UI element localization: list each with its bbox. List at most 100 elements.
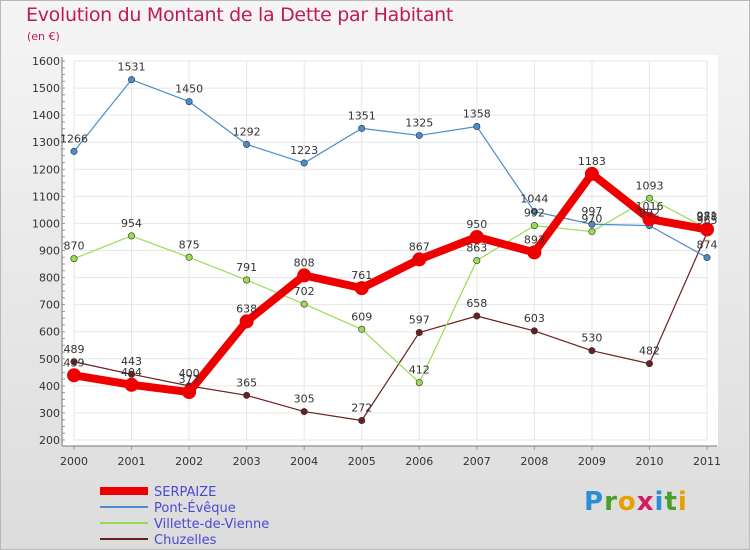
data-label: 530	[581, 332, 602, 345]
data-label: 305	[294, 393, 315, 406]
data-label: 377	[179, 373, 200, 386]
y-tick-label: 1300	[32, 136, 60, 149]
data-label: 965	[697, 214, 718, 227]
data-label: 439	[64, 356, 85, 369]
data-point	[703, 254, 711, 262]
data-point	[530, 208, 538, 216]
data-label: 365	[236, 376, 257, 389]
data-point	[358, 325, 366, 333]
data-point	[473, 312, 481, 320]
data-label: 954	[121, 217, 142, 230]
data-label: 658	[466, 297, 487, 310]
data-point	[412, 252, 427, 267]
data-point	[300, 159, 308, 167]
series-line	[73, 197, 708, 384]
data-label: 404	[121, 366, 142, 379]
data-label: 875	[179, 238, 200, 251]
data-label: 603	[524, 312, 545, 325]
y-tick-label: 1500	[32, 82, 60, 95]
data-point	[128, 76, 136, 84]
y-tick-label: 500	[39, 353, 60, 366]
data-label: 1266	[60, 132, 88, 145]
data-label: 1183	[578, 155, 606, 168]
data-label: 1351	[348, 109, 376, 122]
data-point	[354, 281, 369, 296]
data-label: 1223	[290, 144, 318, 157]
logo-letter: P	[584, 487, 605, 517]
x-tick-label: 2001	[118, 455, 146, 468]
data-point	[473, 123, 481, 131]
y-tick-label: 1200	[32, 163, 60, 176]
data-point	[243, 276, 251, 284]
data-point	[469, 229, 484, 244]
x-tick-label: 2002	[175, 455, 203, 468]
series-line	[73, 79, 708, 259]
chart-title: Evolution du Montant de la Dette par Hab…	[26, 4, 454, 26]
x-tick-label: 2009	[578, 455, 606, 468]
data-point	[239, 314, 254, 329]
legend-item-label: Villette-de-Vienne	[154, 517, 269, 532]
y-tick-label: 1600	[32, 55, 60, 68]
data-label: 482	[639, 345, 660, 358]
legend-item-label: SERPAIZE	[154, 485, 216, 500]
data-point	[297, 268, 312, 283]
data-label: 1531	[118, 61, 146, 74]
data-point	[473, 257, 481, 265]
data-label: 874	[697, 239, 718, 252]
data-label: 997	[581, 205, 602, 218]
data-point	[700, 222, 714, 237]
data-point	[588, 228, 596, 236]
data-point	[182, 385, 197, 400]
data-point	[415, 379, 423, 387]
data-point	[70, 358, 78, 366]
data-label: 870	[64, 240, 85, 253]
data-point	[243, 391, 251, 399]
x-tick-label: 2005	[348, 455, 376, 468]
y-tick-label: 400	[39, 380, 60, 393]
data-point	[124, 377, 139, 392]
data-label: 489	[64, 343, 85, 356]
y-tick-label: 900	[39, 245, 60, 258]
data-label: 1292	[233, 125, 261, 138]
y-tick-label: 1400	[32, 109, 60, 122]
logo-letter: t	[664, 487, 678, 517]
x-tick-label: 2000	[60, 455, 88, 468]
data-label: 443	[121, 355, 142, 368]
data-point	[185, 98, 193, 106]
data-point	[584, 166, 599, 181]
y-tick-label: 600	[39, 326, 60, 339]
data-label: 702	[294, 285, 315, 298]
data-point	[645, 194, 653, 202]
data-label: 400	[179, 367, 200, 380]
legend-item-label: Chuzelles	[154, 533, 217, 548]
data-point	[358, 124, 366, 132]
chart-subtitle: (en €)	[27, 30, 60, 43]
y-tick-label: 1000	[32, 217, 60, 230]
series-line	[70, 169, 711, 397]
data-point	[530, 327, 538, 335]
data-point	[415, 131, 423, 139]
data-point	[243, 140, 251, 148]
data-point	[645, 360, 653, 368]
data-label: 1093	[635, 179, 663, 192]
data-label: 597	[409, 314, 430, 327]
proxiti-logo: Proxiti	[584, 487, 688, 517]
data-label: 981	[697, 210, 718, 223]
data-label: 893	[524, 233, 545, 246]
data-point	[128, 370, 136, 378]
y-tick-label: 800	[39, 272, 60, 285]
data-label: 609	[351, 310, 372, 323]
y-tick-label: 200	[39, 434, 60, 447]
data-point	[300, 300, 308, 308]
x-tick-label: 2010	[635, 455, 663, 468]
data-label: 1016	[635, 200, 663, 213]
data-label: 992	[639, 207, 660, 220]
x-tick-label: 2008	[520, 455, 548, 468]
data-label: 863	[466, 242, 487, 255]
data-label: 950	[466, 218, 487, 231]
series-line	[73, 232, 708, 422]
data-label: 808	[294, 256, 315, 269]
data-label: 992	[524, 207, 545, 220]
y-tick-label: 300	[39, 407, 60, 420]
